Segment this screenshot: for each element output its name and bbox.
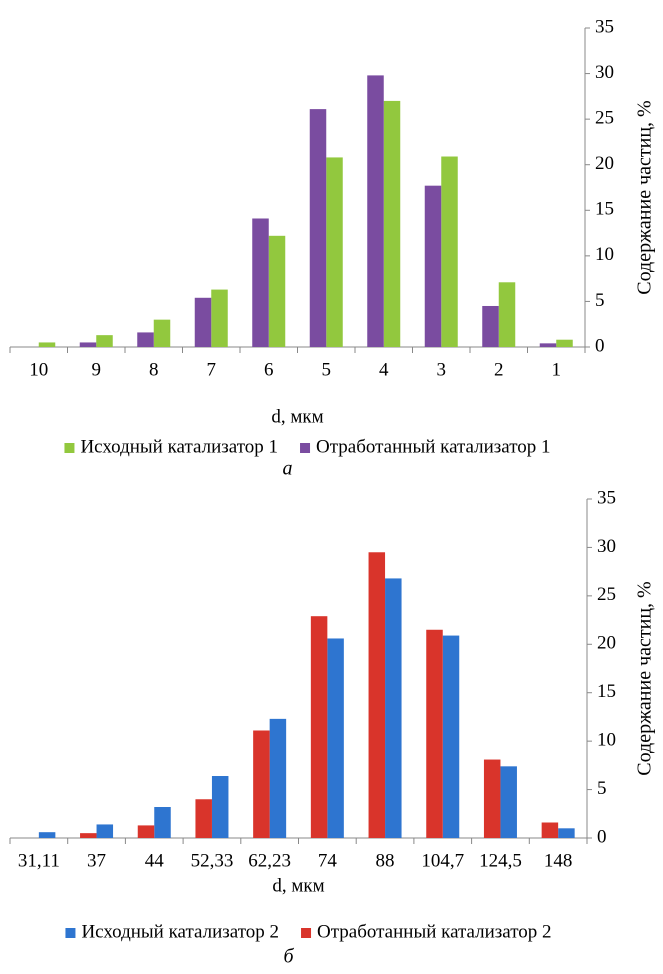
y-tick-label: 5 [595, 290, 605, 311]
y-tick-label: 30 [597, 536, 616, 557]
x-tick-label: 62,23 [248, 850, 291, 871]
x-tick-label: 88 [376, 850, 395, 871]
bar [541, 822, 559, 838]
x-tick-label: 1 [552, 359, 562, 380]
x-tick-label: 4 [379, 359, 389, 380]
bar [211, 289, 228, 347]
x-tick-label: 37 [87, 850, 106, 871]
x-tick-label: 148 [544, 850, 573, 871]
bar [137, 332, 154, 347]
x-tick-label: 7 [207, 359, 217, 380]
caption: а [283, 458, 293, 480]
bar [483, 759, 501, 838]
y-tick-label: 15 [597, 681, 616, 702]
x-tick-label: 10 [29, 359, 48, 380]
bar [195, 799, 212, 838]
y-tick-label: 35 [597, 487, 616, 508]
bar [153, 319, 171, 347]
y-tick-label: 0 [595, 335, 605, 356]
bar [367, 75, 384, 347]
x-axis-label: d, мкм [272, 875, 324, 896]
y-tick-label: 5 [597, 778, 607, 799]
y-tick-label: 0 [597, 826, 607, 847]
legend-swatch [65, 928, 76, 938]
x-tick-label: 104,7 [421, 850, 464, 871]
y-tick-label: 30 [595, 62, 614, 83]
y-tick-label: 35 [595, 16, 614, 37]
legend-swatch [301, 928, 312, 938]
bar [38, 342, 56, 347]
y-tick-label: 10 [595, 244, 614, 265]
legend-swatch [64, 443, 75, 453]
bar [38, 832, 56, 838]
x-tick-label: 9 [92, 359, 102, 380]
bar [558, 828, 575, 838]
bar [500, 766, 517, 838]
bar [154, 807, 171, 838]
bar [96, 824, 114, 838]
x-tick-label: 8 [149, 359, 159, 380]
x-tick-label: 6 [264, 359, 274, 380]
x-tick-label: 124,5 [479, 850, 522, 871]
x-tick-label: 31,11 [18, 850, 60, 871]
bar [556, 339, 573, 347]
bar [426, 629, 443, 838]
bar [80, 833, 97, 838]
bar [327, 638, 344, 838]
legend-swatch [300, 443, 311, 453]
bar [79, 342, 97, 347]
bar [268, 235, 286, 347]
bar [137, 825, 155, 838]
bar [253, 730, 270, 838]
bar [211, 776, 229, 838]
bar [385, 578, 402, 838]
x-tick-label: 44 [145, 850, 165, 871]
legend-label: Отработанный катализатор 2 [317, 921, 552, 942]
y-tick-label: 25 [597, 584, 616, 605]
x-tick-label: 3 [437, 359, 447, 380]
legend-label: Исходный катализатор 2 [81, 921, 279, 942]
caption: б [283, 946, 294, 968]
bar [326, 157, 343, 347]
x-tick-label: 5 [322, 359, 332, 380]
bar [539, 343, 557, 347]
x-axis-label: d, мкм [271, 406, 323, 427]
bar [368, 552, 386, 838]
x-tick-label: 2 [494, 359, 504, 380]
bar [441, 156, 458, 347]
x-tick-label: 74 [318, 850, 338, 871]
bar [269, 718, 287, 838]
bar [252, 218, 269, 347]
bar [309, 109, 327, 347]
legend-label: Отработанный катализатор 1 [316, 436, 551, 457]
x-tick-label: 52,33 [191, 850, 234, 871]
y-tick-label: 20 [595, 153, 614, 174]
bar [383, 100, 401, 348]
y-axis-label: Содержание частиц, % [634, 100, 656, 294]
bar [310, 616, 328, 838]
bar [194, 297, 212, 347]
y-tick-label: 10 [597, 730, 616, 751]
y-tick-label: 15 [595, 199, 614, 220]
legend-label: Исходный катализатор 1 [80, 436, 278, 457]
bar [482, 305, 499, 347]
y-tick-label: 25 [595, 108, 614, 129]
bar [424, 185, 442, 347]
bar [498, 282, 516, 347]
bar [96, 335, 113, 347]
y-axis-label: Содержание частиц, % [634, 581, 656, 775]
bar [442, 635, 460, 838]
y-tick-label: 20 [597, 633, 616, 654]
